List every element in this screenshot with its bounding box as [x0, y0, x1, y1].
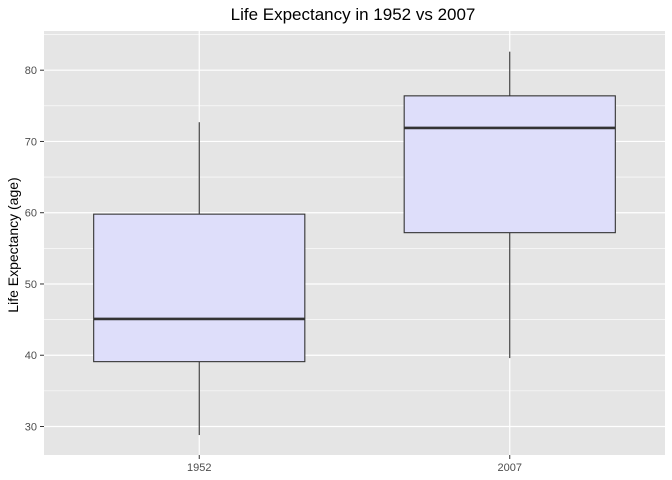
chart-title: Life Expectancy in 1952 vs 2007 — [231, 5, 476, 24]
boxes — [93, 51, 616, 436]
box-2007 — [403, 51, 616, 359]
y-tick-label: 60 — [25, 208, 37, 220]
x-axis-ticks: 1952 2007 — [187, 455, 522, 474]
y-tick-label: 50 — [25, 279, 37, 291]
x-tick-label: 1952 — [187, 462, 211, 474]
interquartile-box — [403, 95, 616, 234]
y-axis-label: Life Expectancy (age) — [5, 177, 21, 312]
y-axis-ticks: 30 40 50 60 70 80 — [25, 65, 44, 433]
x-tick-label: 2007 — [498, 462, 522, 474]
box-1952 — [93, 122, 306, 436]
interquartile-box — [93, 213, 306, 363]
y-tick-label: 80 — [25, 65, 37, 77]
y-tick-label: 40 — [25, 350, 37, 362]
y-tick-label: 70 — [25, 136, 37, 148]
y-tick-label: 30 — [25, 421, 37, 433]
